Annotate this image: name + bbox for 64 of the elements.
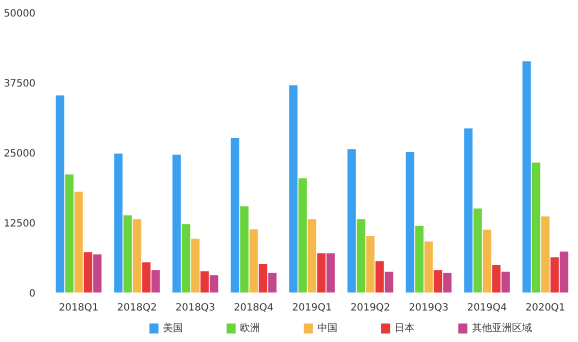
bar [434, 270, 442, 292]
x-tick-label: 2019Q1 [292, 302, 332, 314]
bar [93, 254, 102, 292]
bar [473, 208, 482, 292]
legend-label: 日本 [394, 322, 415, 334]
bar [464, 128, 473, 292]
bar [356, 219, 366, 292]
bar [151, 270, 160, 292]
legend-label: 美国 [163, 322, 184, 334]
bar [132, 219, 142, 292]
bar [347, 149, 356, 292]
legend-label: 欧洲 [240, 322, 260, 334]
bar [65, 174, 74, 292]
bar [182, 224, 190, 292]
bar [84, 252, 92, 292]
bar [123, 215, 132, 292]
bar [317, 253, 326, 292]
bar [550, 257, 559, 292]
bar [501, 272, 510, 292]
bar [240, 206, 249, 292]
x-tick-label: 2018Q2 [117, 302, 157, 314]
bar [424, 242, 433, 292]
bar [191, 238, 200, 292]
x-tick-label: 2019Q3 [408, 302, 449, 314]
bar [56, 95, 64, 292]
bar [298, 178, 307, 292]
y-tick-label: 25000 [4, 148, 36, 160]
x-tick-label: 2020Q1 [525, 302, 566, 314]
x-tick-label: 2019Q4 [467, 302, 507, 314]
legend-label: 其他亚洲区域 [472, 322, 532, 334]
bar [308, 219, 316, 292]
bar [210, 275, 218, 292]
bar [114, 154, 123, 292]
bar [415, 226, 424, 292]
bar [326, 253, 335, 292]
x-tick-label: 2019Q2 [350, 302, 390, 314]
bar [172, 154, 181, 292]
bar [532, 162, 540, 292]
x-tick-label: 2018Q3 [175, 302, 216, 314]
bar [142, 262, 151, 292]
bar [200, 271, 209, 292]
bar [406, 152, 414, 292]
bar [482, 230, 492, 292]
bar [560, 252, 568, 292]
bar [384, 272, 394, 292]
y-tick-label: 50000 [4, 8, 36, 20]
bar [249, 229, 258, 292]
y-tick-label: 12500 [4, 218, 36, 230]
x-tick-label: 2018Q1 [58, 302, 99, 314]
bar [289, 85, 298, 292]
bar [492, 265, 501, 292]
bar [375, 261, 384, 292]
y-tick-label: 37500 [4, 78, 36, 90]
bar [258, 264, 268, 292]
x-tick-label: 2018Q4 [234, 302, 274, 314]
bar [74, 192, 83, 292]
bar [366, 236, 375, 292]
bar [541, 216, 550, 292]
bar [443, 272, 452, 292]
bar [230, 138, 240, 292]
y-tick-label: 0 [29, 288, 36, 300]
legend-label: 中国 [317, 322, 338, 334]
bar [268, 272, 277, 292]
bar [522, 61, 531, 292]
